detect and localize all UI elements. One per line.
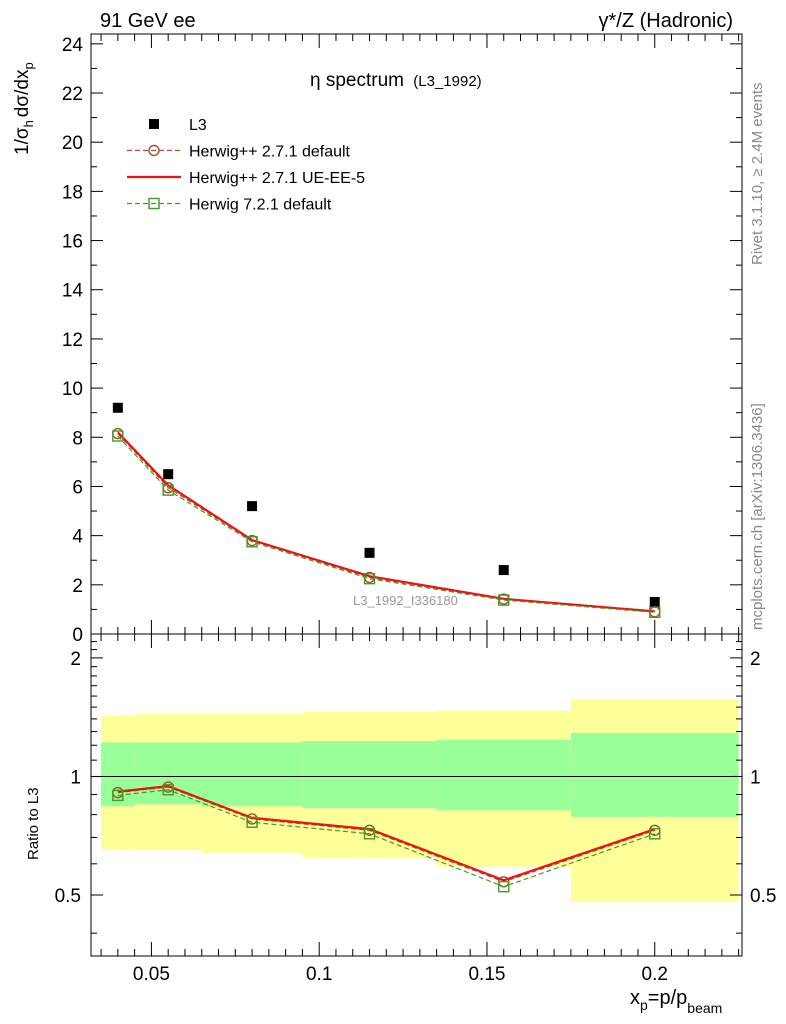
main-y-tick-label: 18 [62, 182, 83, 203]
ratio-series-2-point [246, 816, 258, 828]
x-tick-label: 0.2 [642, 964, 668, 985]
main-series-3-point [649, 606, 661, 619]
main-y-tick-label: 16 [62, 232, 83, 253]
ratio-plot-panel: 0.5 0.5 1 1 2 2 0.05 0.1 0.15 0.2 Ratio to L3 xp… [25, 633, 776, 1016]
x-tick-label: 0.15 [468, 964, 505, 985]
main-y-tick-label: 20 [62, 133, 83, 154]
ratio-y-tick-label-right: 2 [750, 649, 761, 670]
main-y-tick-label: 2 [72, 576, 83, 597]
main-series-2-line [117, 431, 655, 613]
ratio-y-axis-label: Ratio to L3 [25, 787, 42, 860]
ratio-series-2-point [498, 880, 510, 893]
x-axis-label: xp=p/pbeam [630, 987, 722, 1016]
header-process-label: γ*/Z (Hadronic) [599, 10, 733, 32]
mcplots-reference-label: mcplots.cern.ch [arXiv:1306.3436] [749, 403, 766, 630]
main-y-tick-label: 12 [62, 330, 83, 351]
main-y-tick-label: 10 [62, 379, 83, 400]
main-series-0-point [498, 565, 509, 576]
main-y-tick-label: 14 [62, 281, 84, 302]
main-y-tick-label: 6 [72, 477, 83, 498]
ratio-plot-frame [90, 633, 743, 957]
ratio-y-tick-label: 0.5 [55, 886, 81, 907]
main-x-axis-ticks [100, 34, 740, 634]
main-series-3-line [117, 435, 655, 613]
legend: L3 Herwig++ 2.7.1 default Herwig++ 2.7.1 U… [127, 117, 365, 214]
main-series-3-point [162, 484, 174, 496]
ratio-x-axis: 0.05 0.1 0.15 0.2 [100, 634, 740, 985]
main-series-0-point [112, 402, 123, 413]
ratio-y-axis: 0.5 0.5 1 1 2 2 [55, 641, 776, 934]
ratio-series-2-point [112, 789, 124, 802]
ratio-y-tick-label-right: 0.5 [750, 886, 776, 907]
header-energy-label: 91 GeV ee [100, 10, 196, 32]
ratio-y-tick-label: 1 [70, 767, 81, 788]
legend-label-2: Herwig++ 2.7.1 UE-EE-5 [189, 170, 365, 187]
main-series-1-line [117, 433, 655, 613]
main-y-axis-label: 1/σhdσ/dxp [12, 62, 36, 155]
main-series-0-point [649, 597, 660, 608]
main-series-0-point [163, 469, 174, 480]
main-y-tick-label: 8 [72, 428, 83, 449]
ratio-series-2-line [117, 789, 655, 888]
ratio-series-2-point [649, 828, 661, 840]
main-series-3-point [112, 430, 124, 442]
legend-marker-0 [149, 119, 159, 129]
main-series-3-point [498, 594, 510, 606]
legend-label-1: Herwig++ 2.7.1 default [189, 144, 351, 161]
main-series-3-point [246, 536, 258, 548]
ratio-series-group [112, 781, 661, 893]
rivet-version-label: Rivet 3.1.10, ≥ 2.4M events [749, 83, 766, 266]
chart-title: η spectrum (L3_1992) [310, 70, 482, 91]
ratio-band-green-2 [201, 742, 303, 807]
main-y-tick-label: 0 [72, 625, 83, 646]
chart-title-tag: (L3_1992) [413, 73, 481, 90]
main-series-0-point [247, 501, 258, 512]
main-series-0-point [364, 547, 375, 558]
ratio-band-green-4 [436, 739, 571, 811]
ratio-y-tick-label: 2 [70, 649, 81, 670]
legend-label-0: L3 [189, 117, 207, 134]
x-tick-label: 0.05 [133, 964, 170, 985]
main-series-3-point [363, 572, 376, 585]
legend-marker-3 [148, 197, 160, 210]
main-y-tick-label: 22 [62, 84, 83, 105]
chart-title-text: η spectrum [310, 70, 404, 91]
ratio-series-2-point [363, 828, 376, 840]
main-y-tick-label: 24 [62, 35, 84, 56]
ratio-band-green-0 [101, 742, 135, 807]
ratio-band-green-5 [570, 732, 739, 817]
ratio-series-1-line [117, 785, 656, 882]
main-y-tick-label: 4 [72, 527, 83, 548]
legend-label-3: Herwig 7.2.1 default [189, 197, 332, 214]
main-series-group [112, 402, 661, 619]
legend-marker-1 [148, 144, 160, 157]
ratio-band-green-3 [302, 741, 437, 809]
ratio-y-tick-label-right: 1 [750, 767, 761, 788]
ratio-series-2-point [162, 784, 174, 796]
x-tick-label: 0.1 [306, 964, 332, 985]
analysis-id-watermark: L3_1992_I336180 [353, 593, 458, 608]
